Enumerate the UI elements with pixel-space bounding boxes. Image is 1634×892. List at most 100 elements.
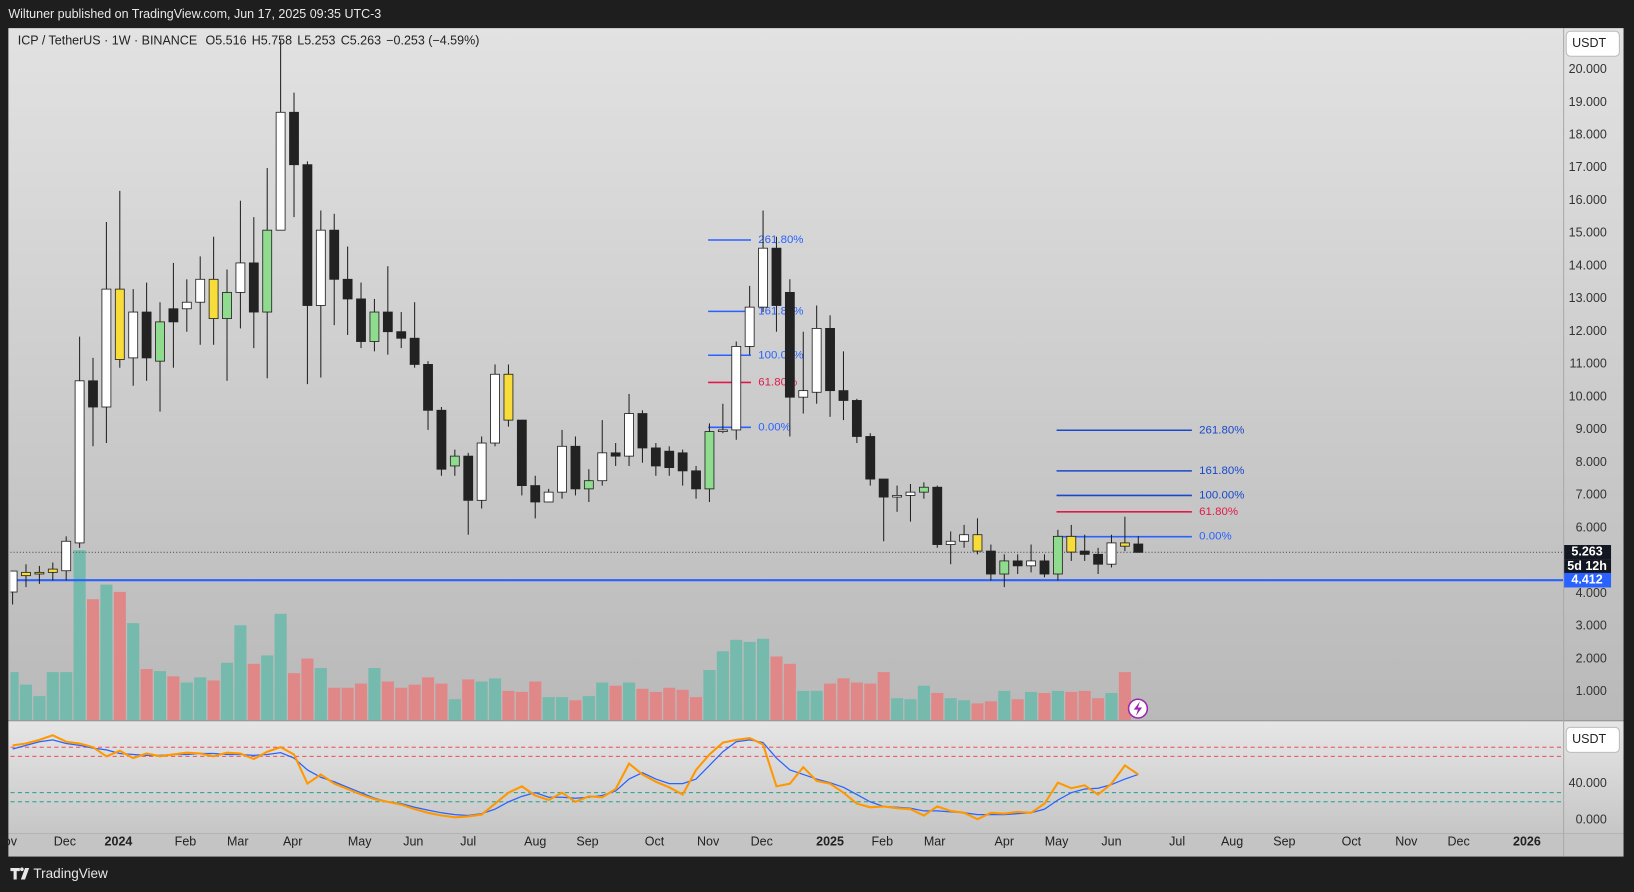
volume-bar <box>274 613 287 721</box>
fib-label: 100.00% <box>758 349 803 361</box>
rsi-tick-label: 0.000 <box>1576 812 1607 826</box>
volume-bar <box>462 679 475 721</box>
rsi-plot <box>10 734 1564 821</box>
rsi-pane <box>8 721 1624 834</box>
volume-bar <box>636 688 649 721</box>
candle-body <box>624 413 634 457</box>
candle-body <box>449 455 460 467</box>
x-tick-label: Sep <box>576 834 598 848</box>
y-tick-label: 2.000 <box>1576 651 1607 665</box>
candle-body <box>1012 560 1023 567</box>
x-tick-label: Jun <box>403 834 423 848</box>
candle-body <box>583 480 594 490</box>
volume-bar <box>1078 690 1091 721</box>
candle-body <box>945 540 956 545</box>
volume-bar <box>395 687 408 721</box>
volume-bar <box>757 638 770 721</box>
x-tick-label: Feb <box>175 834 197 848</box>
volume-bar <box>220 662 234 721</box>
volume-bar <box>569 700 582 721</box>
candle-body <box>811 328 822 393</box>
rsi-line <box>12 734 1139 821</box>
candle-body <box>892 495 902 498</box>
legend-value: H5.758 <box>252 34 292 48</box>
candle-body <box>784 291 795 398</box>
volume-bar <box>502 690 515 721</box>
legend-value: L5.253 <box>297 34 335 48</box>
x-tick-label: 2026 <box>1513 834 1541 848</box>
volume-bar <box>824 683 837 721</box>
candle-body <box>262 229 273 313</box>
volume-bar <box>328 687 341 721</box>
candle-body <box>972 534 983 552</box>
currency-button[interactable] <box>1565 30 1620 57</box>
x-tick-label: Aug <box>1221 834 1243 848</box>
candle-body <box>329 229 340 280</box>
candle-body <box>88 380 98 408</box>
x-tick-label: May <box>1045 834 1069 848</box>
x-tick-label: Sep <box>1273 834 1295 848</box>
volume-bar <box>663 687 676 721</box>
volume-bar <box>690 697 703 721</box>
candle-body <box>744 306 755 347</box>
volume-bar <box>354 683 368 721</box>
legend-value: O5.516 <box>206 34 247 48</box>
currency-button[interactable] <box>1565 726 1620 753</box>
y-tick-label: 7.000 <box>1576 488 1607 502</box>
volume-bar <box>797 690 810 721</box>
candle-body <box>664 450 675 469</box>
volume-bar <box>703 670 716 721</box>
symbol: ICP / TetherUS · 1W · BINANCE <box>18 34 197 48</box>
last-price: 5.263 <box>1571 545 1602 559</box>
volume-bar <box>837 678 850 721</box>
x-tick-label: Dec <box>54 834 76 848</box>
x-tick-label: Oct <box>645 834 665 848</box>
candle-body <box>717 429 728 432</box>
x-tick-label: Oct <box>1342 834 1362 848</box>
candle-body <box>155 321 165 362</box>
lightning-icon[interactable] <box>1127 698 1149 719</box>
currency[interactable]: USDT <box>1572 36 1606 50</box>
candle-body <box>10 570 18 593</box>
volume-bar <box>301 658 314 721</box>
volume-bar <box>140 669 153 721</box>
support-price: 4.412 <box>1571 572 1602 586</box>
candle-body <box>503 373 514 421</box>
volume-bar <box>194 677 207 721</box>
volume-bar <box>33 696 46 721</box>
volume-bar <box>287 673 301 721</box>
candle-body <box>851 400 862 437</box>
candle-body <box>289 111 299 166</box>
y-tick-label: 8.000 <box>1576 455 1607 469</box>
x-tick-label: Jul <box>460 834 476 848</box>
candle-body <box>275 111 286 231</box>
candle-body <box>1133 543 1144 553</box>
rsi-tick-label: 40.000 <box>1569 776 1607 790</box>
y-tick-label: 13.000 <box>1569 291 1607 305</box>
candle-body <box>731 346 742 431</box>
volume-bar <box>1105 692 1118 721</box>
candle-body <box>382 311 393 333</box>
volume-bar <box>998 690 1011 721</box>
currency[interactable]: USDT <box>1572 732 1606 746</box>
volume-bar <box>46 672 59 721</box>
volume-bar <box>475 681 488 721</box>
candle-body <box>1026 560 1036 567</box>
fib-label: 161.80% <box>1199 465 1244 477</box>
volume-bar <box>971 703 984 721</box>
volume-bar <box>623 682 636 721</box>
x-tick-label: Mar <box>924 834 946 848</box>
x-tick-label: Dec <box>751 834 773 848</box>
volume-bar <box>1025 691 1038 721</box>
volume-bar <box>676 689 689 721</box>
countdown-bg <box>1564 559 1612 575</box>
x-tick-label: 2024 <box>105 834 133 848</box>
volume-bar <box>716 651 729 721</box>
brand-logo <box>10 867 30 880</box>
volume-bar <box>127 623 140 721</box>
volume-bar <box>86 599 100 721</box>
candle-body <box>771 247 782 306</box>
y-tick-label: 15.000 <box>1569 226 1607 240</box>
volume-bar <box>261 655 274 721</box>
candle-body <box>825 328 835 392</box>
